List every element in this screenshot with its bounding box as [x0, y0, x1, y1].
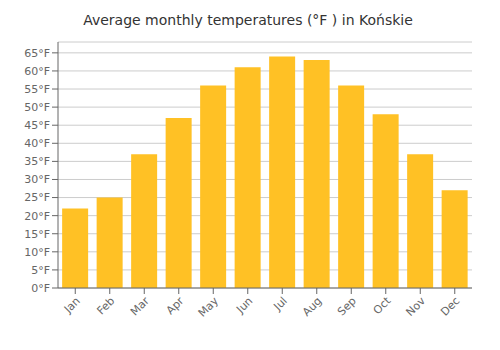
- svg-text:May: May: [196, 294, 222, 320]
- svg-text:65°F: 65°F: [24, 47, 50, 60]
- html-text:Average monthly temperatures (: Average monthly temperatures (°F ) in Ko…: [83, 12, 413, 28]
- svg-text:Jun: Jun: [233, 294, 255, 316]
- svg-text:25°F: 25°F: [24, 191, 50, 204]
- svg-text:50°F: 50°F: [24, 101, 50, 114]
- svg-text:0°F: 0°F: [31, 282, 50, 295]
- svg-text:60°F: 60°F: [24, 65, 50, 78]
- svg-text:15°F: 15°F: [24, 228, 50, 241]
- svg-text:55°F: 55°F: [24, 83, 50, 96]
- svg-text:Sep: Sep: [335, 294, 359, 318]
- svg-text:Nov: Nov: [404, 294, 429, 319]
- svg-text:Mar: Mar: [128, 294, 152, 318]
- svg-text:20°F: 20°F: [24, 210, 50, 223]
- svg-text:Feb: Feb: [94, 294, 117, 317]
- svg-text:45°F: 45°F: [24, 119, 50, 132]
- svg-text:Jul: Jul: [271, 294, 290, 313]
- svg-text:Jan: Jan: [61, 294, 83, 316]
- svg-text:5°F: 5°F: [31, 264, 50, 277]
- svg-text:30°F: 30°F: [24, 173, 50, 186]
- svg-text:10°F: 10°F: [24, 246, 50, 259]
- svg-text:Dec: Dec: [438, 294, 462, 318]
- svg-text:40°F: 40°F: [24, 137, 50, 150]
- svg-text:Aug: Aug: [300, 294, 324, 318]
- svg-text:35°F: 35°F: [24, 155, 50, 168]
- svg-text:Oct: Oct: [371, 294, 394, 317]
- svg-text:Apr: Apr: [164, 294, 187, 317]
